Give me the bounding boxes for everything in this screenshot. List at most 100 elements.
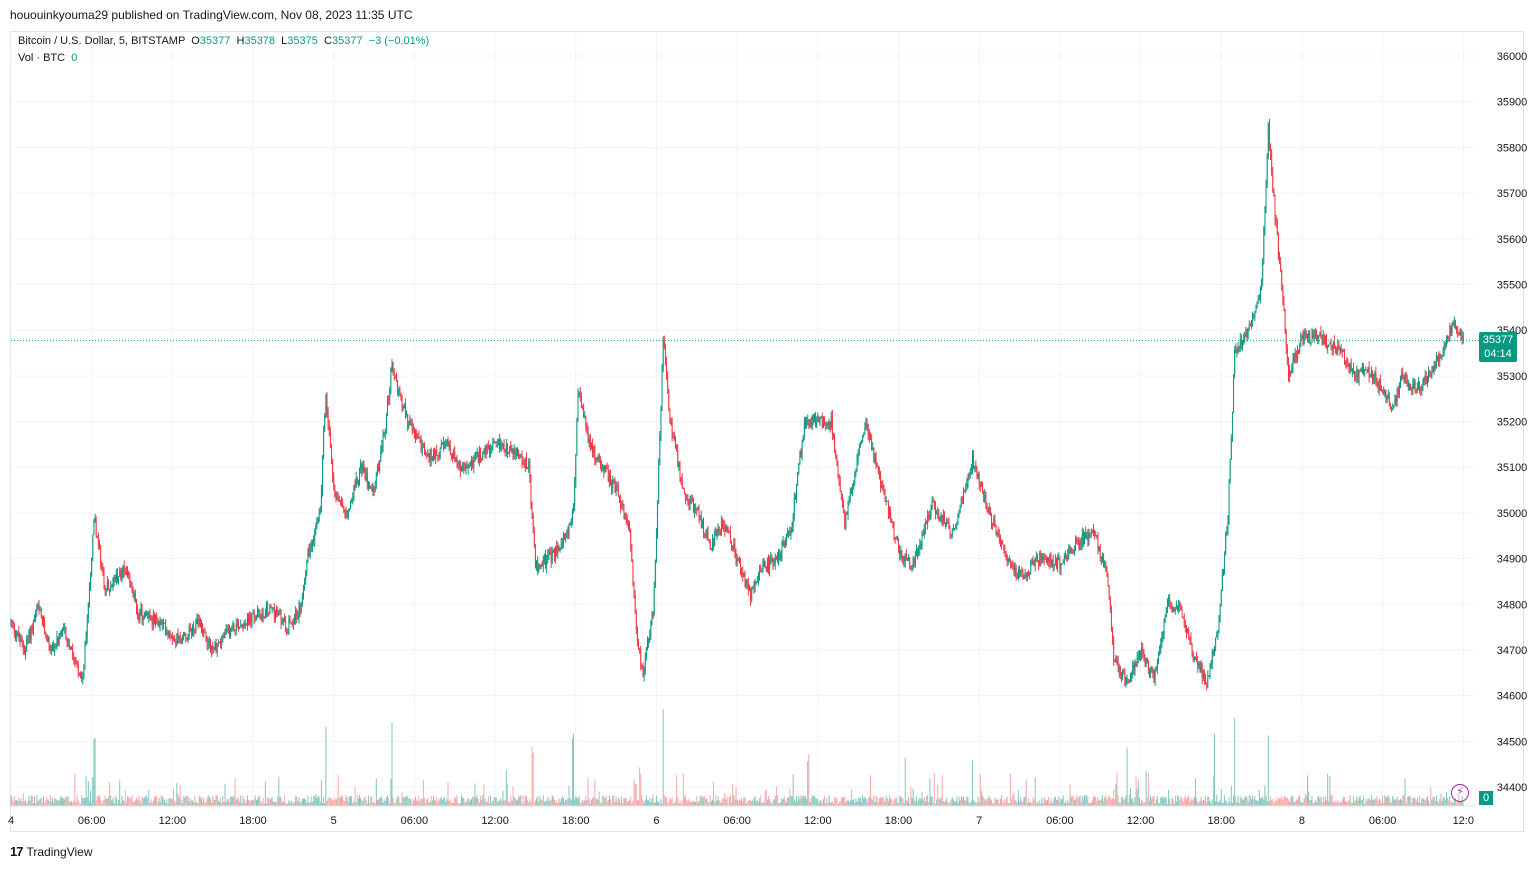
volume-bar [562, 798, 564, 806]
candle-body [183, 634, 185, 636]
volume-bar [917, 802, 919, 806]
candle-body [807, 420, 809, 422]
candle-body [34, 619, 35, 621]
volume-bar [681, 800, 683, 806]
volume-bar [529, 798, 531, 806]
footer-brand[interactable]: 17 TradingView [10, 844, 93, 859]
candle-body [196, 618, 198, 621]
candle-body [1346, 360, 1348, 365]
candle-body [180, 637, 182, 644]
candle-body [326, 395, 328, 412]
candle-body [562, 536, 564, 542]
candle-body [65, 627, 67, 639]
volume-bar [330, 797, 332, 806]
candle-body [478, 449, 480, 463]
volume-bar [551, 795, 553, 806]
x-tick-label: 5 [331, 815, 337, 827]
candle-body [1030, 565, 1032, 572]
volume-bar [1008, 803, 1010, 806]
candle-body [1031, 561, 1033, 566]
volume-bar [444, 796, 446, 806]
volume-bar [231, 796, 233, 806]
candle-body [872, 447, 874, 451]
volume-bar [1434, 800, 1436, 806]
candle-body [938, 515, 940, 521]
candle-body [229, 630, 230, 637]
volume-bar [431, 800, 433, 806]
candle-body [1387, 394, 1389, 398]
volume-bar [474, 783, 476, 806]
volume-bar [501, 800, 503, 806]
candle-body [729, 531, 731, 543]
volume-bar [690, 802, 692, 806]
candle-body [781, 544, 783, 555]
candle-body [943, 515, 945, 523]
candle-body [1458, 332, 1460, 335]
volume-bar [566, 799, 568, 806]
volume-bar [183, 796, 185, 806]
candle-body [1206, 683, 1208, 687]
candle-body [984, 494, 986, 502]
volume-bar [432, 795, 434, 806]
candle-body [616, 485, 618, 488]
volume-bar [508, 801, 510, 806]
candle-body [1444, 343, 1446, 345]
candle-body [1294, 352, 1296, 361]
candle-body [276, 610, 278, 612]
volume-bar [541, 800, 543, 806]
candle-body [23, 648, 25, 655]
volume-bar [1185, 799, 1187, 806]
candle-body [365, 473, 367, 480]
candle-body [757, 576, 759, 582]
candle-body [426, 455, 428, 457]
candle-body [150, 617, 152, 620]
volume-bar [1460, 800, 1462, 806]
volume-bar [1182, 801, 1184, 806]
volume-bar [1027, 798, 1029, 806]
volume-bar [302, 798, 304, 806]
candle-body [1067, 554, 1069, 560]
volume-bar [188, 801, 190, 806]
candle-body [194, 631, 196, 633]
volume-bar [125, 802, 127, 806]
lightning-icon[interactable]: ⚡ [1451, 784, 1469, 802]
candle-body [1050, 554, 1052, 567]
volume-bar [243, 799, 245, 806]
symbol-legend[interactable]: Bitcoin / U.S. Dollar, 5, BITSTAMP O3537… [18, 35, 429, 47]
candle-body [1239, 339, 1241, 349]
volume-bar [802, 795, 804, 806]
volume-bar [1057, 799, 1059, 806]
volume-bar [555, 802, 557, 806]
candle-body [978, 474, 980, 485]
volume-bar [983, 797, 985, 806]
volume-bar [1160, 797, 1162, 806]
candle-body [1094, 530, 1096, 536]
candle-body [805, 419, 806, 425]
last-volume-badge: 0 [1479, 791, 1493, 805]
volume-legend[interactable]: Vol · BTC 0 [18, 52, 77, 64]
volume-bar [648, 800, 650, 806]
volume-bar [296, 796, 298, 806]
volume-bar [1456, 802, 1458, 806]
candle-body [787, 533, 789, 535]
volume-bar [1347, 801, 1349, 806]
candle-body [415, 433, 416, 438]
candle-body [1132, 664, 1134, 674]
candle-body [1136, 657, 1138, 667]
candle-body [1117, 659, 1119, 672]
volume-bar [258, 796, 260, 806]
volume-bar [1104, 797, 1106, 806]
candle-body [826, 423, 828, 426]
candle-body [1093, 530, 1094, 532]
volume-bar [1286, 797, 1288, 806]
volume-bar [614, 802, 616, 806]
volume-bar [1090, 802, 1092, 806]
volume-bar [933, 772, 935, 806]
volume-bar [686, 800, 688, 806]
candle-body [1435, 355, 1437, 369]
candle-body [245, 624, 247, 626]
candle-body [939, 516, 941, 521]
candle-body [1187, 629, 1189, 633]
volume-bar [1357, 800, 1359, 806]
